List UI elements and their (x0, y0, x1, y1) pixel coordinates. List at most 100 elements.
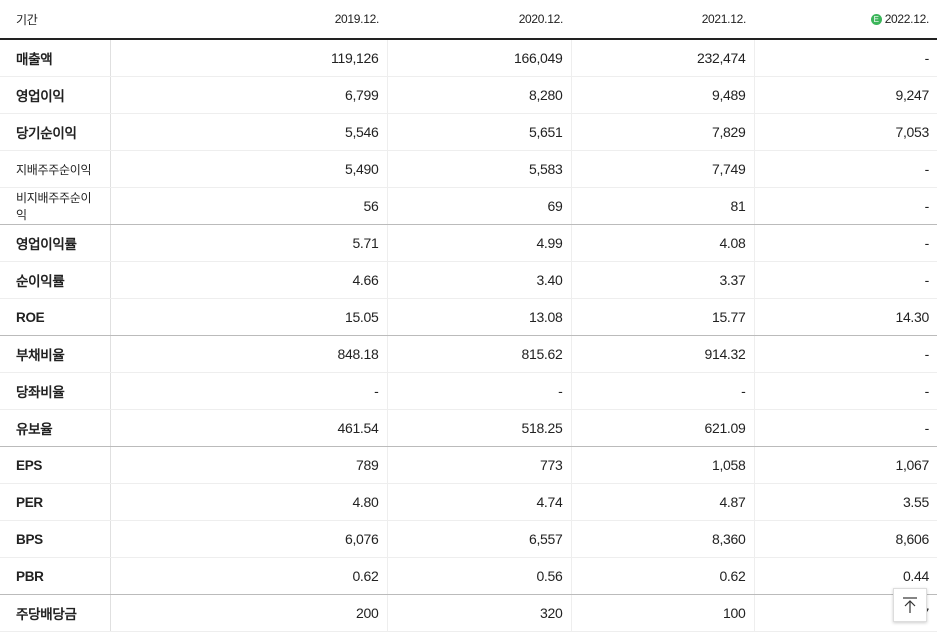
value-cell: 3.55 (753, 483, 937, 521)
value-cell: 4.66 (109, 261, 387, 299)
value-cell: 8,606 (753, 520, 937, 558)
value-cell: 9,489 (570, 76, 754, 114)
estimate-icon: E (870, 14, 882, 25)
value-cell: 4.74 (386, 483, 571, 521)
table-row: EPS 789 773 1,058 1,067 (0, 446, 937, 484)
row-label: 당기순이익 (0, 113, 111, 151)
table-row: PER 4.80 4.74 4.87 3.55 (0, 483, 937, 521)
value-cell: 8,360 (570, 520, 754, 558)
value-cell: 7,829 (570, 113, 754, 151)
arrow-up-icon (903, 597, 917, 613)
value-cell: 7,053 (753, 113, 937, 151)
value-cell: 5,583 (386, 150, 571, 188)
row-label: 지배주주순이익 (0, 150, 111, 188)
value-cell: - (109, 372, 387, 410)
row-label: 부채비율 (0, 335, 111, 373)
value-cell: 621.09 (570, 409, 754, 447)
value-cell: 6,799 (109, 76, 387, 114)
row-label: 매출액 (0, 39, 111, 77)
value-cell: - (570, 372, 754, 410)
table-row: PBR 0.62 0.56 0.62 0.44 (0, 557, 937, 595)
header-text: 기간 (16, 12, 38, 27)
row-label: 유보율 (0, 409, 111, 447)
header-text: 2021.12. (701, 12, 747, 26)
table-row: 당좌비율 - - - - (0, 372, 937, 410)
header-text: 2020.12. (518, 12, 564, 26)
value-cell: 100 (570, 594, 754, 632)
value-cell: 4.99 (386, 224, 571, 262)
header-cell: E 2022.12. (754, 0, 937, 40)
table-row: 영업이익 6,799 8,280 9,489 9,247 (0, 76, 937, 114)
value-cell: 4.87 (570, 483, 754, 521)
value-cell: 15.05 (109, 298, 387, 336)
table-row: 부채비율 848.18 815.62 914.32- (0, 335, 937, 373)
table-header: 기간 2019.12. 2020.12. 2021.12. E 2022.12. (0, 0, 937, 40)
value-cell: 6,557 (386, 520, 571, 558)
value-cell: - (753, 187, 937, 225)
value-cell: 1,067 (753, 446, 937, 484)
value-cell: 8,280 (386, 76, 571, 114)
table-row: 비지배주주순이익 56 69 81- (0, 187, 937, 225)
value-cell: - (753, 372, 937, 410)
header-row: 기간 2019.12. 2020.12. 2021.12. E 2022.12. (0, 0, 937, 40)
table-row: 지배주주순이익 5,490 5,583 7,749- (0, 150, 937, 188)
row-label: BPS (0, 520, 111, 558)
value-cell: 0.56 (386, 557, 571, 595)
table-row: 당기순이익 5,546 5,651 7,829 7,053 (0, 113, 937, 151)
row-label: ROE (0, 298, 111, 336)
value-cell: 69 (386, 187, 571, 225)
value-cell: 0.62 (570, 557, 754, 595)
table-row: 매출액 119,126 166,049 232,474- (0, 39, 937, 77)
value-cell: 518.25 (386, 409, 571, 447)
row-label: 순이익률 (0, 261, 111, 299)
header-text: 2022.12. (884, 12, 930, 26)
value-cell: 0.62 (109, 557, 387, 595)
value-cell: - (753, 224, 937, 262)
value-cell: 119,126 (109, 39, 387, 77)
row-label: EPS (0, 446, 111, 484)
header-cell: 2021.12. (571, 0, 754, 40)
value-cell: 4.08 (570, 224, 754, 262)
value-cell: 461.54 (109, 409, 387, 447)
value-cell: 914.32 (570, 335, 754, 373)
value-cell: 232,474 (570, 39, 754, 77)
value-cell: 3.40 (386, 261, 571, 299)
value-cell: - (753, 39, 937, 77)
value-cell: 848.18 (109, 335, 387, 373)
row-label: 영업이익 (0, 76, 111, 114)
value-cell: 6,076 (109, 520, 387, 558)
value-cell: 13.08 (386, 298, 571, 336)
value-cell: 3.37 (570, 261, 754, 299)
table-row: 영업이익률 5.71 4.99 4.08- (0, 224, 937, 262)
row-label: PER (0, 483, 111, 521)
value-cell: 5.71 (109, 224, 387, 262)
table-row: 순이익률 4.66 3.40 3.37- (0, 261, 937, 299)
value-cell: 320 (386, 594, 571, 632)
value-cell: 773 (386, 446, 571, 484)
value-cell: 789 (109, 446, 387, 484)
value-cell: - (753, 409, 937, 447)
value-cell: 56 (109, 187, 387, 225)
value-cell: 14.30 (753, 298, 937, 336)
value-cell: - (753, 261, 937, 299)
value-cell: 4.80 (109, 483, 387, 521)
header-text: 2019.12. (334, 12, 380, 26)
table-body: 매출액 119,126 166,049 232,474- 영업이익 6,799 8,280 9… (0, 39, 937, 632)
scroll-top-button[interactable] (893, 588, 927, 622)
value-cell: 5,490 (109, 150, 387, 188)
row-label: 비지배주주순이익 (0, 187, 111, 225)
value-cell: 200 (109, 594, 387, 632)
value-cell: 15.77 (570, 298, 754, 336)
row-label: 당좌비율 (0, 372, 111, 410)
row-label: 주당배당금 (0, 594, 111, 632)
value-cell: - (753, 335, 937, 373)
value-cell: - (753, 150, 937, 188)
row-label: PBR (0, 557, 111, 595)
header-cell: 기간 (0, 0, 110, 40)
row-label: 영업이익률 (0, 224, 111, 262)
value-cell: 166,049 (386, 39, 571, 77)
value-cell: 7,749 (570, 150, 754, 188)
table-row: BPS 6,076 6,557 8,360 8,606 (0, 520, 937, 558)
